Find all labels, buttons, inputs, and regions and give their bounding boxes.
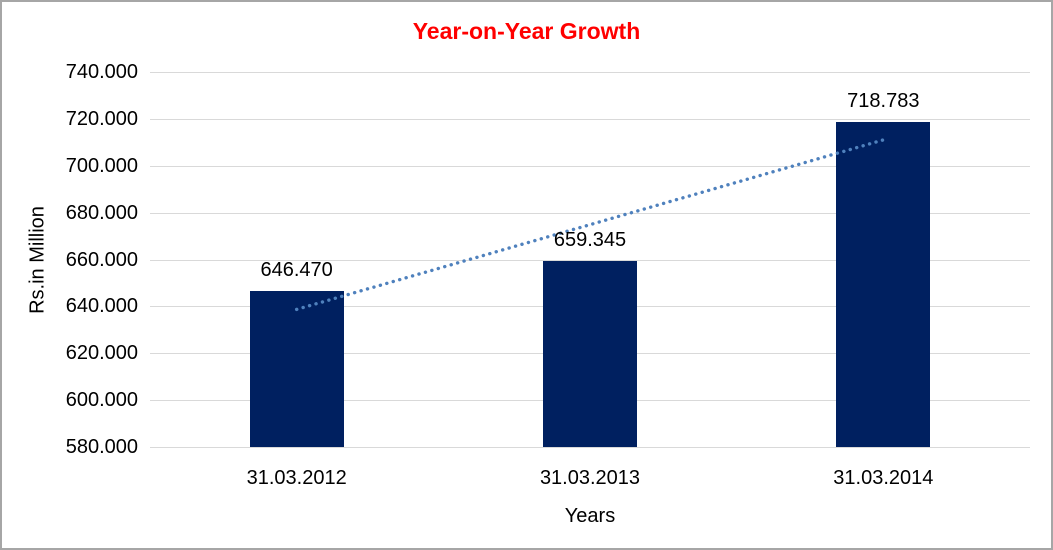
gridline bbox=[150, 72, 1030, 73]
y-tick-label: 700.000 bbox=[65, 154, 138, 177]
chart-title: Year-on-Year Growth bbox=[412, 18, 641, 44]
bar-31.03.2013 bbox=[543, 261, 637, 447]
data-label: 659.345 bbox=[553, 229, 627, 252]
y-tick-label: 640.000 bbox=[65, 295, 138, 318]
bar-31.03.2012 bbox=[249, 291, 344, 447]
x-tick-label: 31.03.2013 bbox=[539, 467, 641, 489]
y-tick-label: 740.000 bbox=[65, 61, 138, 83]
x-tick-label: 31.03.2014 bbox=[833, 467, 934, 489]
x-tick-label: 31.03.2012 bbox=[246, 467, 347, 489]
data-label: 646.470 bbox=[260, 259, 333, 282]
y-tick-label: 660.000 bbox=[65, 248, 138, 271]
y-tick-label: 680.000 bbox=[65, 201, 138, 224]
data-label: 718.783 bbox=[847, 89, 920, 112]
y-tick-label: 580.000 bbox=[65, 436, 138, 458]
gridline bbox=[150, 118, 1030, 120]
bar-31.03.2014 bbox=[836, 121, 931, 447]
x-axis-title: Years bbox=[564, 505, 616, 527]
y-tick-label: 620.000 bbox=[65, 342, 138, 365]
y-tick-label: 600.000 bbox=[65, 389, 138, 412]
gridline bbox=[150, 447, 1030, 448]
y-tick-label: 720.000 bbox=[65, 107, 138, 130]
